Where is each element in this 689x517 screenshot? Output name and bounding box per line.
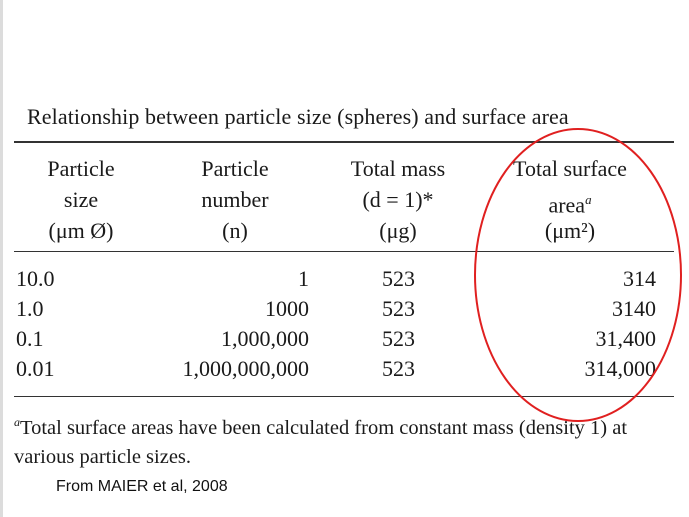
- cell-number: 1,000,000,000: [182, 356, 310, 381]
- header-line: size: [63, 187, 99, 212]
- table-footnote: aTotal surface areas have been calculate…: [14, 408, 670, 472]
- cell-size: 1.0: [16, 296, 44, 321]
- source-citation: From MAIER et al, 2008: [56, 478, 228, 495]
- cell-size: 0.01: [16, 356, 55, 381]
- table-row: 0.01 1,000,000,000 523 314,000: [0, 356, 689, 385]
- header-total-surface-area: Total surface areaa (μm²): [500, 153, 640, 246]
- header-particle-size: Particle size (μm Ø): [22, 153, 140, 246]
- cell-area: 314: [623, 266, 656, 291]
- header-line: (d = 1)*: [362, 187, 434, 212]
- header-line: Total mass: [350, 156, 446, 181]
- cell-size: 10.0: [16, 266, 55, 291]
- header-line: Particle: [47, 156, 115, 181]
- table-row: 10.0 1 523 314: [0, 266, 689, 295]
- header-line-text: area: [548, 192, 586, 218]
- header-line: Particle: [201, 156, 269, 181]
- header-line: Total surface: [513, 156, 627, 181]
- table-title: Relationship between particle size (sphe…: [27, 104, 569, 129]
- table-row: 1.0 1000 523 3140: [0, 296, 689, 325]
- cell-area: 31,400: [595, 326, 657, 351]
- cell-mass: 523: [382, 296, 415, 321]
- cell-number: 1,000,000: [221, 326, 309, 351]
- cell-mass: 523: [382, 326, 415, 351]
- cell-number: 1000: [265, 296, 309, 321]
- cell-number: 1: [298, 266, 309, 291]
- header-line: (μm²): [544, 218, 596, 243]
- header-line: areaa: [500, 184, 640, 218]
- header-line: (μm Ø): [48, 218, 114, 243]
- header-particle-number: Particle number (n): [170, 153, 300, 246]
- footnote-mark: a: [14, 415, 20, 429]
- header-line: (μg): [379, 218, 417, 243]
- cell-mass: 523: [382, 266, 415, 291]
- footnote-text: Total surface areas have been calculated…: [14, 416, 628, 468]
- cell-size: 0.1: [16, 326, 44, 351]
- header-total-mass: Total mass (d = 1)* (μg): [338, 153, 458, 246]
- cell-area: 3140: [612, 296, 656, 321]
- cell-mass: 523: [382, 356, 415, 381]
- footnote-mark: a: [585, 192, 592, 207]
- table-header-rule: [14, 251, 674, 253]
- slide-left-edge: [0, 0, 3, 517]
- table-top-rule: [14, 141, 674, 143]
- header-line: number: [201, 187, 269, 212]
- header-line: (n): [222, 218, 248, 243]
- table-row: 0.1 1,000,000 523 31,400: [0, 326, 689, 355]
- cell-area: 314,000: [584, 356, 657, 381]
- table-bottom-rule: [14, 396, 674, 398]
